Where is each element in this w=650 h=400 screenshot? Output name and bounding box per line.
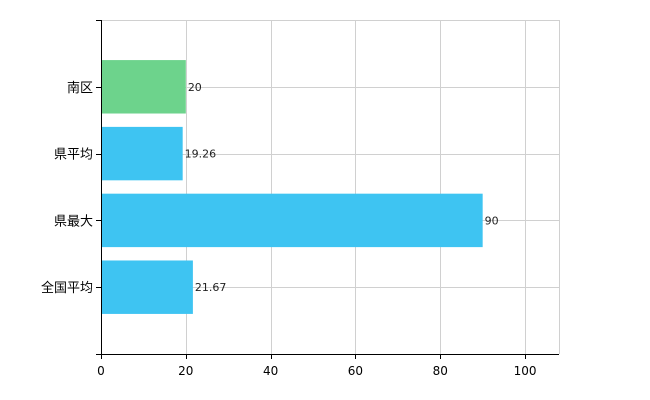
data-label-2: 90 <box>485 214 499 227</box>
x-tick-label-100: 100 <box>514 364 537 378</box>
bar-2 <box>102 193 483 248</box>
data-label-0: 20 <box>188 81 202 94</box>
axes-layer <box>101 20 559 355</box>
category-label-3: 全国平均 <box>41 280 93 296</box>
bar-1 <box>102 126 183 181</box>
data-label-1: 19.26 <box>185 148 217 161</box>
x-tick-label-60: 60 <box>348 364 363 378</box>
data-label-3: 21.67 <box>195 281 227 294</box>
bars-layer <box>102 60 483 314</box>
x-tick-label-20: 20 <box>178 364 193 378</box>
x-tick-label-80: 80 <box>433 364 448 378</box>
category-label-1: 県平均 <box>54 148 93 163</box>
bar-0 <box>102 60 186 114</box>
bar-3 <box>102 260 193 314</box>
category-label-0: 南区 <box>67 80 93 96</box>
x-tick-label-40: 40 <box>263 364 278 378</box>
x-tick-label-0: 0 <box>97 364 105 378</box>
category-label-2: 県最大 <box>54 214 93 229</box>
